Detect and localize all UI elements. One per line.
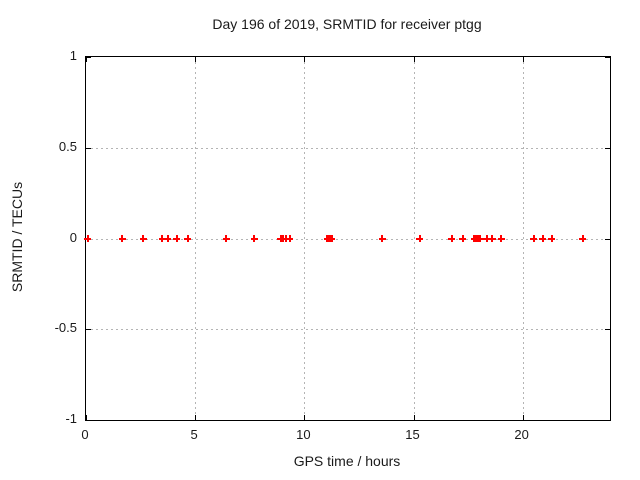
x-gridline [195,57,197,420]
data-point-marker [530,235,538,242]
x-axis-label: GPS time / hours [293,453,401,469]
x-tick-mark [195,415,197,420]
x-tick-mark-top [413,57,415,62]
data-point-marker [416,235,424,242]
x-gridline [413,57,415,420]
y-tick-mark-right [605,147,610,149]
data-point-marker [488,235,496,242]
data-point-marker [548,235,556,242]
y-tick-label: -1 [65,411,77,426]
data-point-marker [173,235,181,242]
data-point-marker [286,235,294,242]
x-tick-mark [522,415,524,420]
y-tick-mark [86,329,91,331]
data-point-marker [476,235,484,242]
data-point-marker [497,235,505,242]
x-tick-mark-top [522,57,524,62]
data-point-marker [250,235,258,242]
data-point-marker [539,235,547,242]
data-point-marker [448,235,456,242]
x-tick-mark [304,415,306,420]
data-point-marker [139,235,147,242]
data-point-marker [164,235,172,242]
data-point-marker [579,235,587,242]
y-tick-mark-right [605,420,610,421]
y-tick-mark [86,420,91,421]
y-tick-mark-right [605,329,610,331]
data-point-marker [378,235,386,242]
x-tick-label: 10 [296,427,311,442]
data-point-marker [459,235,467,242]
y-tick-label: 0 [69,229,77,245]
x-tick-mark-top [86,57,87,62]
x-tick-label: 20 [514,427,529,442]
y-tick-label: -0.5 [54,320,77,336]
x-tick-mark [86,415,87,420]
data-point-marker [328,235,336,242]
y-tick-mark-right [605,238,610,240]
data-point-marker [222,235,230,242]
y-gridline [86,238,610,240]
data-point-marker [184,235,192,242]
x-tick-label: 15 [405,427,420,442]
x-tick-mark-top [304,57,306,62]
chart-title: Day 196 of 2019, SRMTID for receiver ptg… [212,16,482,32]
x-tick-mark [413,415,415,420]
y-tick-mark [86,147,91,149]
plot-area [84,56,611,421]
x-gridline [304,57,306,420]
y-tick-label: 1 [69,48,77,63]
data-point-marker [282,235,290,242]
data-point-marker [84,235,92,242]
data-point-marker [483,235,491,242]
y-tick-mark-right [605,57,610,58]
y-gridline [86,329,610,331]
x-gridline [522,57,524,420]
y-tick-mark [86,57,91,58]
x-tick-label: 5 [190,427,198,442]
data-point-marker [158,235,166,242]
x-tick-label: 0 [81,427,89,442]
y-gridline [86,147,610,149]
data-point-marker [118,235,126,242]
x-tick-mark-top [195,57,197,62]
y-tick-label: 0.5 [58,138,77,154]
